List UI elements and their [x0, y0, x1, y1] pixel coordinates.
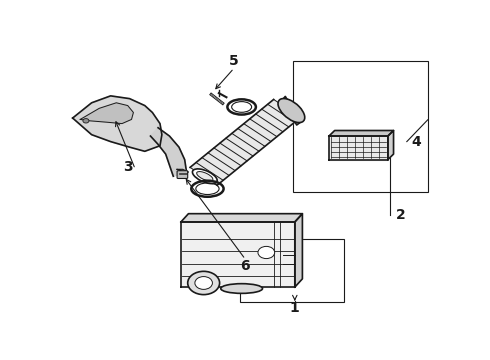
Circle shape — [83, 118, 89, 123]
Polygon shape — [295, 214, 302, 287]
Circle shape — [195, 276, 213, 289]
Text: 3: 3 — [123, 159, 132, 174]
Polygon shape — [181, 214, 302, 222]
Text: 4: 4 — [412, 135, 421, 149]
Polygon shape — [388, 131, 393, 159]
Text: 1: 1 — [290, 301, 300, 315]
Polygon shape — [190, 99, 301, 185]
Polygon shape — [150, 128, 187, 176]
Polygon shape — [177, 169, 189, 172]
Polygon shape — [329, 136, 388, 159]
Text: 6: 6 — [241, 259, 250, 273]
Ellipse shape — [220, 284, 263, 293]
Ellipse shape — [278, 99, 305, 123]
Ellipse shape — [196, 172, 213, 181]
Ellipse shape — [193, 169, 217, 184]
FancyBboxPatch shape — [177, 171, 188, 179]
Polygon shape — [73, 96, 162, 151]
Bar — [293, 61, 428, 192]
Bar — [240, 239, 344, 302]
Circle shape — [188, 271, 220, 294]
Polygon shape — [282, 96, 300, 125]
Circle shape — [258, 246, 275, 258]
Text: 5: 5 — [229, 54, 239, 68]
Polygon shape — [80, 103, 133, 123]
Text: 2: 2 — [396, 208, 406, 222]
Polygon shape — [181, 222, 295, 287]
Polygon shape — [329, 131, 393, 136]
